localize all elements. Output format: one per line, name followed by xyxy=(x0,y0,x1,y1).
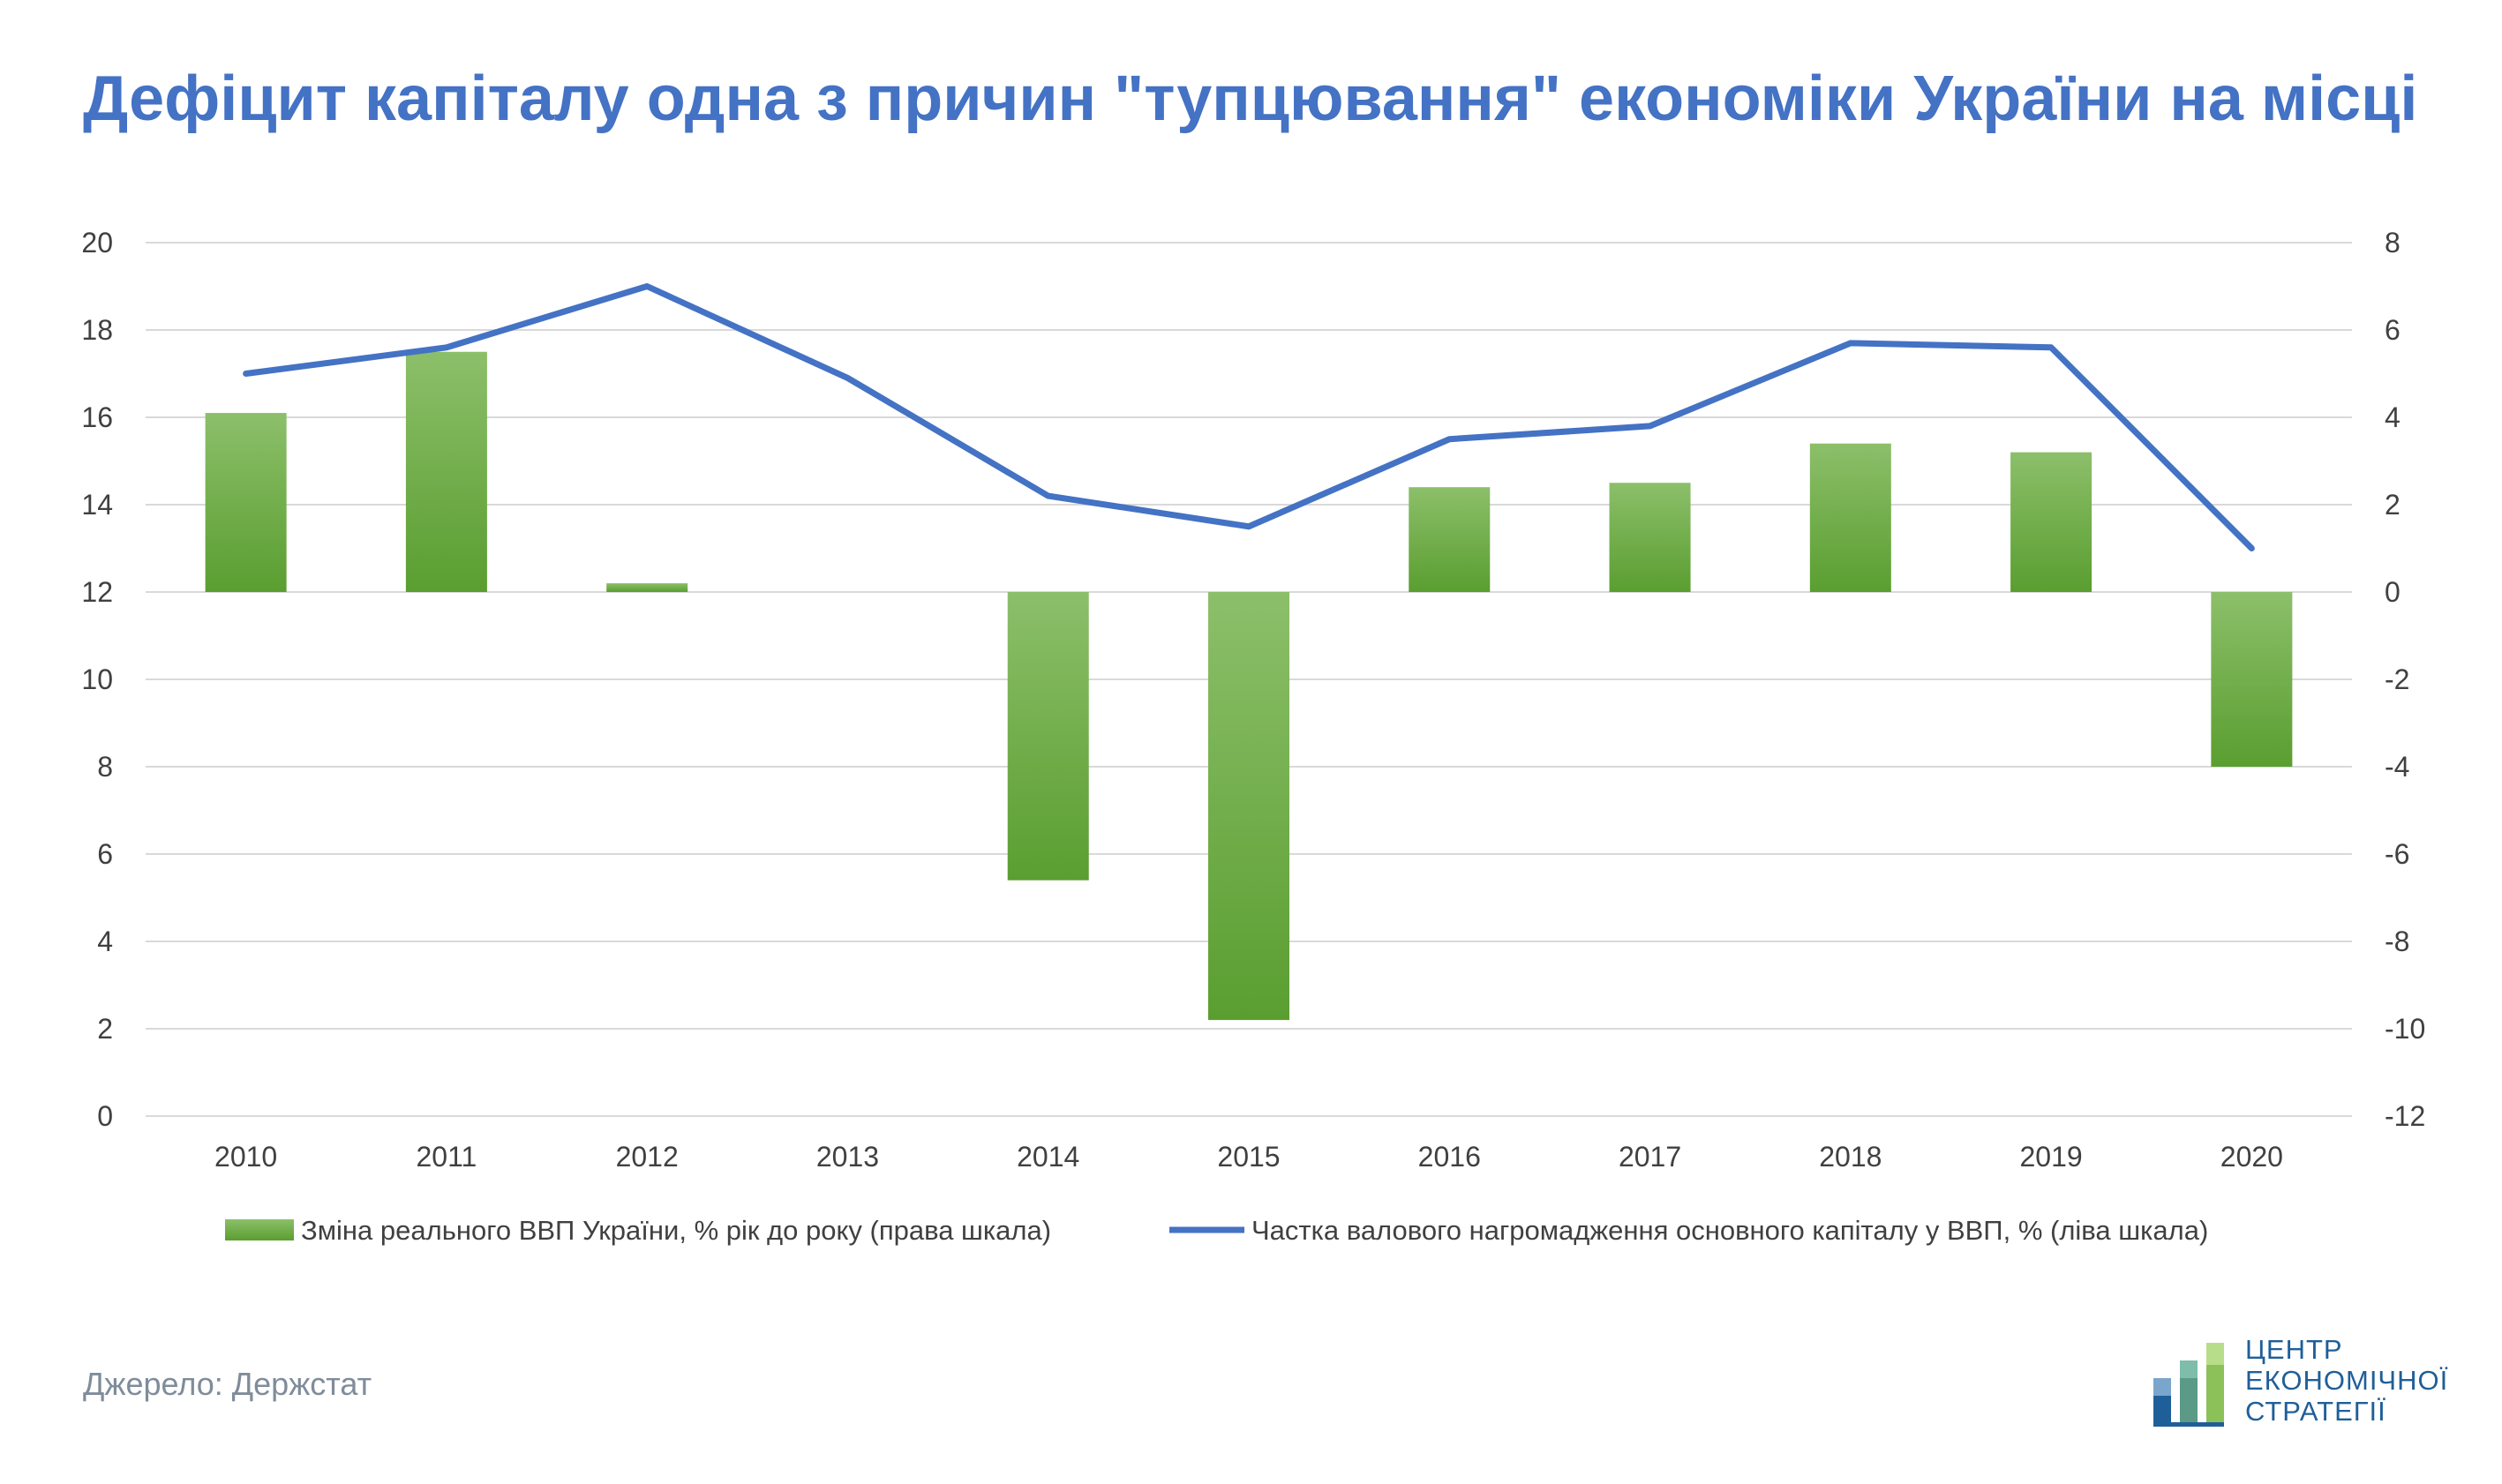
bar-2017 xyxy=(1609,483,1691,592)
bar-2018 xyxy=(1809,443,1891,592)
right-tick-label: 6 xyxy=(2385,314,2401,346)
line-point-2012 xyxy=(646,285,649,288)
right-tick-label: 4 xyxy=(2385,401,2401,433)
right-tick-label: -4 xyxy=(2385,751,2409,783)
logo-line-1: ЦЕНТР xyxy=(2245,1334,2343,1365)
right-tick-label: 0 xyxy=(2385,576,2401,608)
left-tick-label: 16 xyxy=(81,401,113,433)
line-point-2017 xyxy=(1649,424,1651,427)
left-tick-label: 0 xyxy=(97,1100,113,1132)
line-point-2010 xyxy=(244,372,247,375)
x-tick-label: 2018 xyxy=(1819,1141,1882,1173)
bar-2019 xyxy=(2010,452,2093,592)
x-axis: 2010 2011 2012 2013 2014 2015 2016 2017 2018 2019… xyxy=(214,1141,2283,1173)
right-axis: -12 -10 -8 -6 -4 -2 0 2 4 6 8 xyxy=(2385,227,2425,1132)
x-tick-label: 2012 xyxy=(616,1141,679,1173)
logo-line-2: ЕКОНОМІЧНОЇ xyxy=(2245,1365,2449,1396)
bar-2010 xyxy=(205,413,287,592)
line-point-2011 xyxy=(445,346,447,349)
logo-bars-icon xyxy=(2153,1343,2224,1427)
line-point-2019 xyxy=(2050,346,2053,349)
left-tick-label: 14 xyxy=(81,489,113,521)
right-tick-label: -8 xyxy=(2385,926,2409,957)
left-tick-label: 18 xyxy=(81,314,113,346)
line-series xyxy=(243,283,2255,551)
source-note: Джерело: Держстат xyxy=(83,1366,372,1402)
legend-bar-label: Зміна реального ВВП України, % рік до ро… xyxy=(301,1215,1051,1246)
line-point-2018 xyxy=(1849,341,1852,344)
bar-2012 xyxy=(606,583,688,592)
x-tick-label: 2010 xyxy=(214,1141,277,1173)
right-tick-label: -6 xyxy=(2385,838,2409,870)
x-tick-label: 2016 xyxy=(1418,1141,1481,1173)
left-tick-label: 8 xyxy=(97,751,113,783)
left-tick-label: 4 xyxy=(97,926,113,957)
chart-title: Дефіцит капіталу одна з причин "тупцюван… xyxy=(83,64,2418,134)
bar-series xyxy=(205,351,2293,1021)
x-tick-label: 2019 xyxy=(2019,1141,2082,1173)
left-tick-label: 10 xyxy=(81,663,113,695)
logo-line-3: СТРАТЕГІЇ xyxy=(2245,1396,2386,1427)
bar-2011 xyxy=(405,351,487,592)
right-tick-label: 2 xyxy=(2385,489,2401,521)
bar-2014 xyxy=(1007,592,1089,881)
bar-2016 xyxy=(1409,487,1491,592)
line-point-2015 xyxy=(1248,525,1250,528)
line-point-2020 xyxy=(2250,547,2253,550)
left-tick-label: 12 xyxy=(81,576,113,608)
x-tick-label: 2013 xyxy=(816,1141,879,1173)
right-tick-label: -10 xyxy=(2385,1013,2425,1045)
x-tick-label: 2017 xyxy=(1619,1141,1681,1173)
right-tick-label: -2 xyxy=(2385,663,2409,695)
x-tick-label: 2014 xyxy=(1017,1141,1079,1173)
x-tick-label: 2011 xyxy=(417,1141,477,1173)
left-tick-label: 20 xyxy=(81,227,113,259)
right-tick-label: 8 xyxy=(2385,227,2401,259)
right-tick-label: -12 xyxy=(2385,1100,2425,1132)
line-point-2016 xyxy=(1448,438,1451,440)
line-point-2013 xyxy=(846,377,849,379)
x-tick-label: 2015 xyxy=(1217,1141,1280,1173)
legend-bar-swatch xyxy=(225,1219,294,1240)
bar-2015 xyxy=(1208,592,1289,1021)
legend-line-label: Частка валового нагромадження основного … xyxy=(1251,1215,2208,1246)
left-axis: 0 2 4 6 8 10 12 14 16 18 20 xyxy=(81,227,113,1132)
logo-text: ЦЕНТР ЕКОНОМІЧНОЇ СТРАТЕГІЇ xyxy=(2245,1334,2448,1427)
line-point-2014 xyxy=(1047,495,1049,498)
left-tick-label: 6 xyxy=(97,838,113,870)
legend: Зміна реального ВВП України, % рік до ро… xyxy=(225,1215,2208,1246)
left-tick-label: 2 xyxy=(97,1013,113,1045)
bar-2020 xyxy=(2211,592,2293,767)
x-tick-label: 2020 xyxy=(2220,1141,2283,1173)
logo: ЦЕНТР ЕКОНОМІЧНОЇ СТРАТЕГІЇ xyxy=(2153,1334,2489,1440)
